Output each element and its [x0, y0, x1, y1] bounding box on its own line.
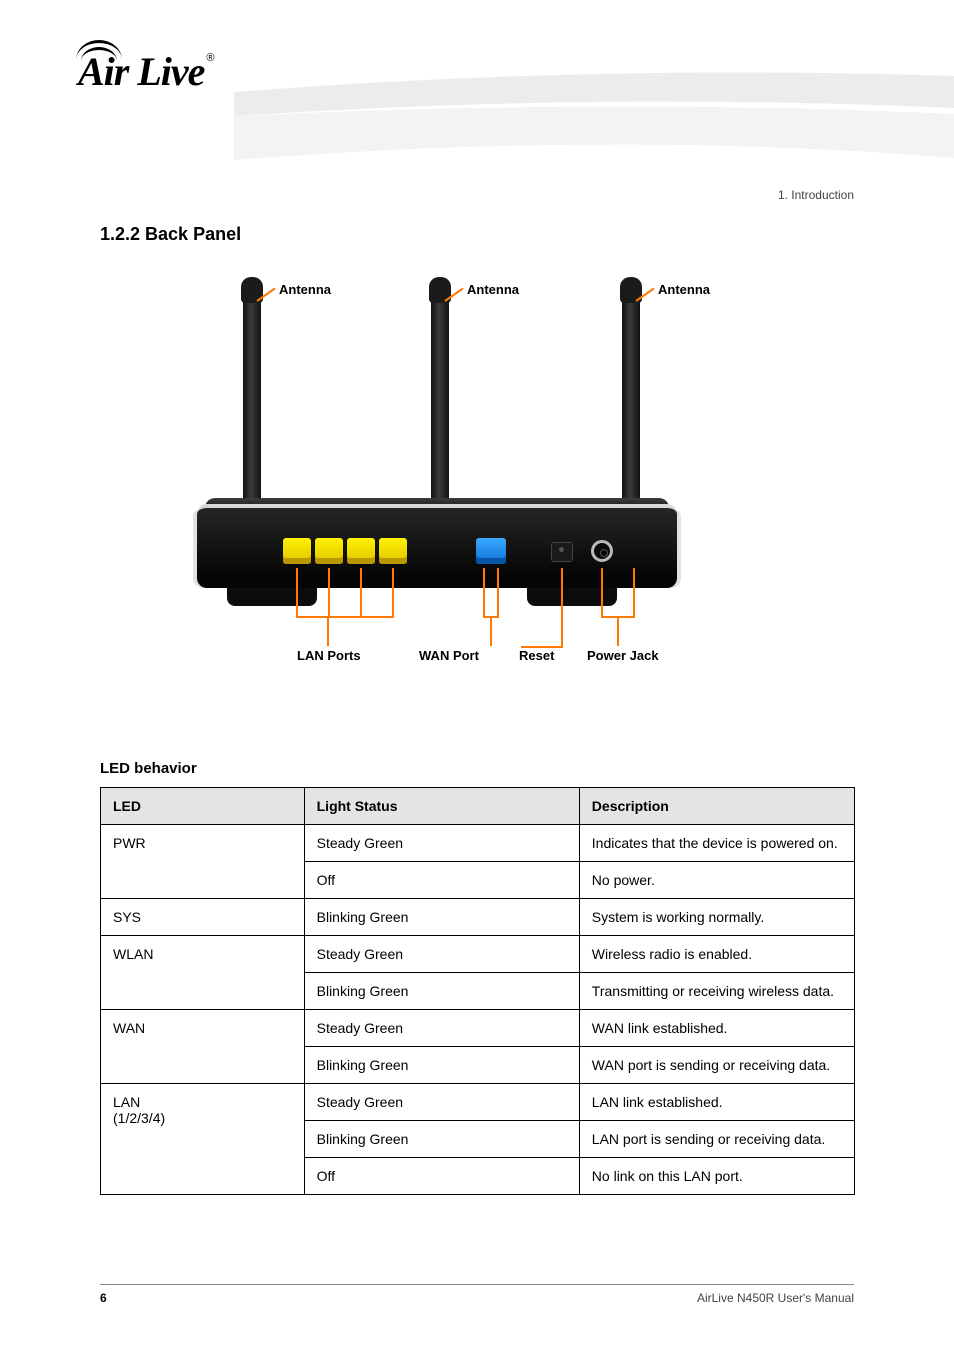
brand-registered: ®: [206, 52, 214, 64]
callout-leader-icon: [327, 616, 329, 646]
power-jack-label: Power Jack: [587, 648, 659, 663]
cell-status: Off: [304, 1158, 579, 1195]
cell-status: Off: [304, 862, 579, 899]
lan-port-icon: [315, 538, 343, 564]
section-title: 1.2.2 Back Panel: [100, 224, 241, 245]
brand-logo: Air Live®: [78, 48, 213, 95]
page-footer: 6 AirLive N450R User's Manual: [100, 1284, 854, 1304]
cell-led: PWR: [101, 825, 305, 899]
table-header-row: LED Light Status Description: [101, 788, 855, 825]
callout-leader-icon: [617, 616, 619, 646]
callout-leader-icon: [497, 568, 499, 616]
cell-desc: Wireless radio is enabled.: [579, 936, 854, 973]
cell-desc: System is working normally.: [579, 899, 854, 936]
cell-desc: LAN link established.: [579, 1084, 854, 1121]
cell-desc: Indicates that the device is powered on.: [579, 825, 854, 862]
antenna-label: Antenna: [279, 282, 331, 297]
callout-leader-icon: [561, 568, 563, 646]
cell-desc: No power.: [579, 862, 854, 899]
table-row: WLANSteady GreenWireless radio is enable…: [101, 936, 855, 973]
led-table-wrap: LED behavior LED Light Status Descriptio…: [100, 760, 855, 1195]
cell-status: Steady Green: [304, 936, 579, 973]
col-desc: Description: [579, 788, 854, 825]
cell-led: WAN: [101, 1010, 305, 1084]
table-row: PWRSteady GreenIndicates that the device…: [101, 825, 855, 862]
wan-port-icon: [476, 538, 506, 564]
callout-leader-icon: [296, 568, 298, 616]
reset-button-icon: [551, 542, 573, 562]
doc-title: AirLive N450R User's Manual: [697, 1291, 854, 1305]
lan-ports-label: LAN Ports: [297, 648, 361, 663]
callout-leader-icon: [601, 568, 603, 616]
callout-leader-icon: [392, 568, 394, 616]
cell-status: Steady Green: [304, 1010, 579, 1047]
cell-status: Blinking Green: [304, 1047, 579, 1084]
antenna-label: Antenna: [467, 282, 519, 297]
chapter-reference: 1. Introduction: [778, 188, 854, 202]
table-row: SYSBlinking GreenSystem is working norma…: [101, 899, 855, 936]
callout-leader-icon: [490, 616, 492, 646]
antenna-icon: [622, 288, 640, 520]
router-foot-icon: [527, 588, 617, 606]
lan-port-icon: [347, 538, 375, 564]
page-header: Air Live®: [0, 0, 954, 180]
antenna-icon: [431, 288, 449, 520]
cell-status: Blinking Green: [304, 899, 579, 936]
lan-port-icon: [379, 538, 407, 564]
power-jack-icon: [591, 540, 613, 562]
page-number: 6: [100, 1291, 107, 1305]
cell-desc: WAN port is sending or receiving data.: [579, 1047, 854, 1084]
col-status: Light Status: [304, 788, 579, 825]
callout-leader-icon: [360, 568, 362, 616]
table-row: LAN (1/2/3/4)Steady GreenLAN link establ…: [101, 1084, 855, 1121]
antenna-label: Antenna: [658, 282, 710, 297]
table-row: WANSteady GreenWAN link established.: [101, 1010, 855, 1047]
cell-desc: WAN link established.: [579, 1010, 854, 1047]
power-center-icon: [600, 549, 608, 557]
callout-leader-icon: [483, 568, 485, 616]
header-swoosh-icon: [234, 70, 954, 180]
router-back-diagram: Antenna Antenna Antenna LAN Ports WAN Po…: [197, 268, 737, 698]
wan-port-label-2: WAN Port: [419, 648, 479, 663]
callout-leader-icon: [296, 616, 394, 618]
router-foot-icon: [227, 588, 317, 606]
cell-status: Blinking Green: [304, 973, 579, 1010]
led-table: LED Light Status Description PWRSteady G…: [100, 787, 855, 1195]
callout-leader-icon: [633, 568, 635, 616]
cell-status: Steady Green: [304, 825, 579, 862]
reset-label: Reset: [519, 648, 554, 663]
cell-status: Steady Green: [304, 1084, 579, 1121]
callout-leader-icon: [328, 568, 330, 616]
reset-pinhole-icon: [559, 547, 564, 552]
cell-led: SYS: [101, 899, 305, 936]
table-caption: LED behavior: [100, 760, 855, 777]
col-led: LED: [101, 788, 305, 825]
cell-led: LAN (1/2/3/4): [101, 1084, 305, 1195]
lan-port-icon: [283, 538, 311, 564]
cell-desc: No link on this LAN port.: [579, 1158, 854, 1195]
antenna-icon: [243, 288, 261, 520]
cell-desc: Transmitting or receiving wireless data.: [579, 973, 854, 1010]
brand-name: Air Live: [78, 48, 204, 95]
cell-desc: LAN port is sending or receiving data.: [579, 1121, 854, 1158]
cell-status: Blinking Green: [304, 1121, 579, 1158]
cell-led: WLAN: [101, 936, 305, 1010]
